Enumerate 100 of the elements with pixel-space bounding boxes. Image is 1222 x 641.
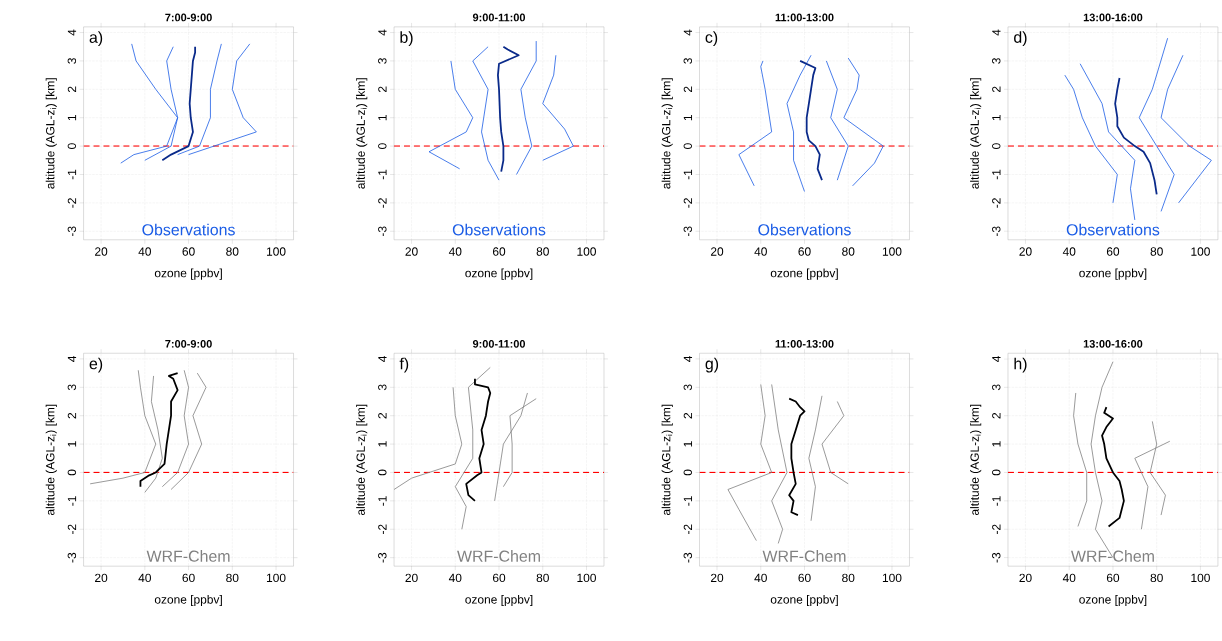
x-tick-label: 100	[1191, 247, 1210, 256]
x-tick-label: 20	[710, 247, 724, 256]
line-series	[394, 387, 463, 491]
y-tick-label: 0	[992, 143, 1001, 150]
x-tick-label: 40	[448, 247, 462, 256]
annotation: WRF-Chem	[1071, 550, 1154, 562]
y-tick-label: 0	[67, 469, 77, 476]
x-tick-label: 20	[405, 573, 418, 583]
line-series	[771, 384, 788, 544]
line-series	[465, 377, 492, 502]
y-tick-label: 1	[67, 115, 77, 121]
line-series	[1101, 406, 1125, 528]
y-axis-title: altitude (AGL-z$_{i}$) [km]	[45, 404, 57, 516]
y-tick-label: 3	[683, 58, 693, 64]
y-tick-label: 1	[378, 115, 387, 121]
annotation: Observations	[452, 223, 546, 236]
x-tick-label: 100	[882, 573, 902, 583]
x-tick-label: 80	[536, 573, 549, 583]
y-tick-label: 1	[683, 115, 693, 121]
line-series	[808, 395, 823, 522]
annotation: f)	[399, 357, 409, 373]
x-tick-label: 40	[138, 247, 151, 256]
line-series	[161, 45, 197, 162]
line-series	[821, 401, 849, 485]
y-tick-label: -3	[683, 226, 693, 237]
annotation: Observations	[758, 223, 851, 236]
y-tick-label: 4	[67, 29, 77, 36]
y-axis-title: altitude (AGL-z$_{i}$) [km]	[970, 78, 982, 189]
x-tick-label: 40	[754, 247, 767, 256]
y-tick-label: 0	[67, 143, 77, 150]
line-series	[738, 60, 773, 187]
y-axis-title: altitude (AGL-z$_{i}$) [km]	[970, 404, 982, 516]
y-tick-label: -2	[67, 524, 77, 535]
y-tick-label: 2	[67, 413, 77, 419]
line-series	[843, 57, 884, 187]
y-axis-title: altitude (AGL-z$_{i}$) [km]	[45, 78, 57, 189]
line-series	[497, 45, 520, 173]
x-tick-label: 100	[577, 573, 596, 583]
x-tick-label: 20	[95, 247, 108, 256]
y-tick-label: 0	[683, 469, 693, 476]
x-axis-title: ozone [ppbv]	[770, 268, 838, 280]
line-series	[454, 367, 491, 530]
line-series	[542, 54, 574, 161]
y-tick-label: -2	[378, 524, 387, 535]
annotation: e)	[89, 357, 103, 373]
y-tick-label: 2	[992, 86, 1001, 93]
y-tick-label: 4	[683, 29, 693, 36]
x-tick-label: 80	[842, 247, 855, 256]
x-tick-label: 100	[266, 573, 286, 583]
y-tick-label: -3	[992, 226, 1001, 237]
x-tick-label: 20	[405, 247, 418, 256]
x-tick-label: 100	[1191, 573, 1210, 583]
line-series	[516, 40, 537, 175]
annotation: g)	[705, 357, 719, 373]
y-tick-label: -3	[378, 552, 387, 563]
y-tick-label: -1	[992, 169, 1001, 180]
line-series	[788, 397, 806, 517]
y-tick-label: 2	[992, 413, 1001, 419]
chart-title: 11:00-13:00	[775, 340, 834, 348]
y-tick-label: -2	[683, 524, 693, 535]
x-tick-label: 80	[536, 247, 549, 256]
line-series	[144, 375, 163, 493]
y-tick-label: -2	[67, 198, 77, 208]
y-tick-label: -1	[378, 496, 387, 506]
y-tick-label: 1	[683, 441, 693, 447]
y-tick-label: 1	[992, 115, 1001, 121]
y-tick-label: -1	[67, 496, 77, 506]
line-series	[1114, 77, 1158, 196]
y-tick-label: -1	[992, 496, 1001, 506]
y-tick-label: 4	[378, 356, 387, 363]
y-tick-label: 4	[683, 356, 693, 363]
x-tick-label: 80	[1150, 247, 1163, 256]
y-tick-label: -3	[683, 552, 693, 563]
x-tick-label: 60	[182, 247, 195, 256]
line-series	[472, 46, 500, 181]
x-tick-label: 80	[226, 573, 239, 583]
chart-title: 13:00-16:00	[1083, 13, 1143, 22]
y-axis-title: altitude (AGL-z$_{i}$) [km]	[356, 404, 368, 516]
y-tick-label: -2	[683, 198, 693, 208]
line-series	[188, 43, 257, 156]
x-tick-label: 40	[448, 573, 462, 583]
y-tick-label: 1	[67, 441, 77, 447]
y-tick-label: 3	[992, 384, 1001, 391]
chart-title: 9:00-11:00	[472, 340, 526, 348]
x-tick-label: 100	[882, 247, 902, 256]
y-tick-label: 3	[378, 58, 387, 64]
x-tick-label: 80	[1150, 573, 1163, 583]
y-tick-label: 3	[683, 384, 693, 391]
line-series	[120, 43, 179, 164]
chart-title: 9:00-11:00	[472, 13, 526, 22]
y-tick-label: 3	[67, 58, 77, 64]
line-series	[428, 60, 474, 170]
x-tick-label: 20	[710, 573, 724, 583]
annotation: b)	[400, 31, 413, 47]
y-tick-label: -1	[683, 496, 693, 506]
x-tick-label: 40	[1062, 247, 1076, 256]
line-series	[1064, 74, 1118, 204]
y-tick-label: 4	[992, 29, 1001, 36]
annotation: h)	[1014, 357, 1027, 373]
line-series	[170, 372, 207, 491]
